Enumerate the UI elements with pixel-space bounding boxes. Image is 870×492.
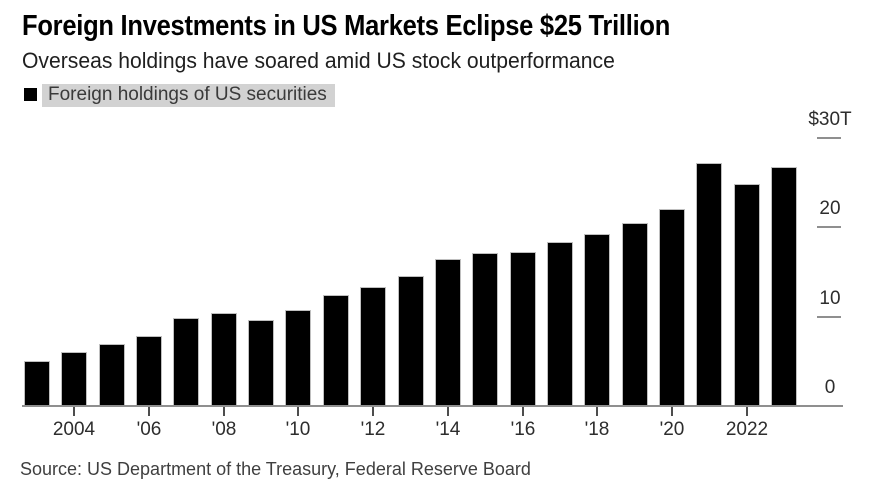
x-axis-tick-2020 [671, 407, 673, 416]
bar-2021 [696, 163, 722, 406]
chart-subtitle: Overseas holdings have soared amid US st… [22, 48, 615, 73]
bar-2018 [584, 234, 610, 406]
x-axis-line [22, 405, 843, 407]
chart-title: Foreign Investments in US Markets Eclips… [22, 10, 671, 42]
bar-2009 [248, 320, 274, 406]
x-axis-label-2012: '12 [360, 419, 386, 440]
x-axis-tick-2004 [73, 407, 75, 416]
bar-2022 [734, 184, 760, 406]
x-axis-tick-2008 [223, 407, 225, 416]
bar-2017 [547, 242, 573, 406]
bar-2020 [659, 209, 685, 406]
bar-2010 [285, 310, 311, 406]
bar-2015 [472, 253, 498, 406]
x-axis-label-2016: '16 [510, 419, 536, 440]
bar-2011 [323, 295, 349, 406]
legend: Foreign holdings of US securities [24, 84, 335, 107]
x-axis-label-2008: '08 [211, 419, 237, 440]
x-axis-label-2022: 2022 [725, 419, 769, 440]
bar-2023 [771, 167, 797, 406]
bar-2019 [622, 223, 648, 406]
y-axis-tick-10 [817, 316, 841, 318]
legend-label: Foreign holdings of US securities [42, 84, 335, 107]
bar-2016 [510, 252, 536, 406]
x-axis-tick-2012 [372, 407, 374, 416]
y-axis-tick-30 [817, 137, 841, 139]
x-axis-label-2004: 2004 [52, 419, 96, 440]
legend-swatch-icon [24, 88, 37, 101]
bar-2012 [360, 287, 386, 406]
bar-2008 [211, 313, 237, 406]
x-axis-tick-2022 [746, 407, 748, 416]
bar-2005 [99, 344, 125, 406]
x-axis-label-2018: '18 [584, 419, 610, 440]
x-axis-label-2020: '20 [659, 419, 685, 440]
x-axis-label-2010: '10 [285, 419, 311, 440]
x-axis-tick-2010 [297, 407, 299, 416]
bar-2014 [435, 259, 461, 406]
y-axis-label-30: $30T [808, 109, 852, 130]
x-axis-tick-2014 [447, 407, 449, 416]
x-axis-label-2006: '06 [136, 419, 162, 440]
x-axis-tick-2018 [596, 407, 598, 416]
source-note: Source: US Department of the Treasury, F… [20, 459, 531, 479]
y-axis-label-10: 10 [819, 288, 841, 309]
x-axis-tick-2016 [522, 407, 524, 416]
bar-2013 [398, 276, 424, 406]
bar-2007 [173, 318, 199, 406]
y-axis-tick-20 [817, 226, 841, 228]
bar-2003 [24, 361, 50, 406]
y-axis-label-0: 0 [824, 377, 836, 398]
x-axis-tick-2006 [148, 407, 150, 416]
x-axis-label-2014: '14 [435, 419, 461, 440]
y-axis-label-20: 20 [819, 198, 841, 219]
bar-2004 [61, 352, 87, 406]
bar-2006 [136, 336, 162, 406]
